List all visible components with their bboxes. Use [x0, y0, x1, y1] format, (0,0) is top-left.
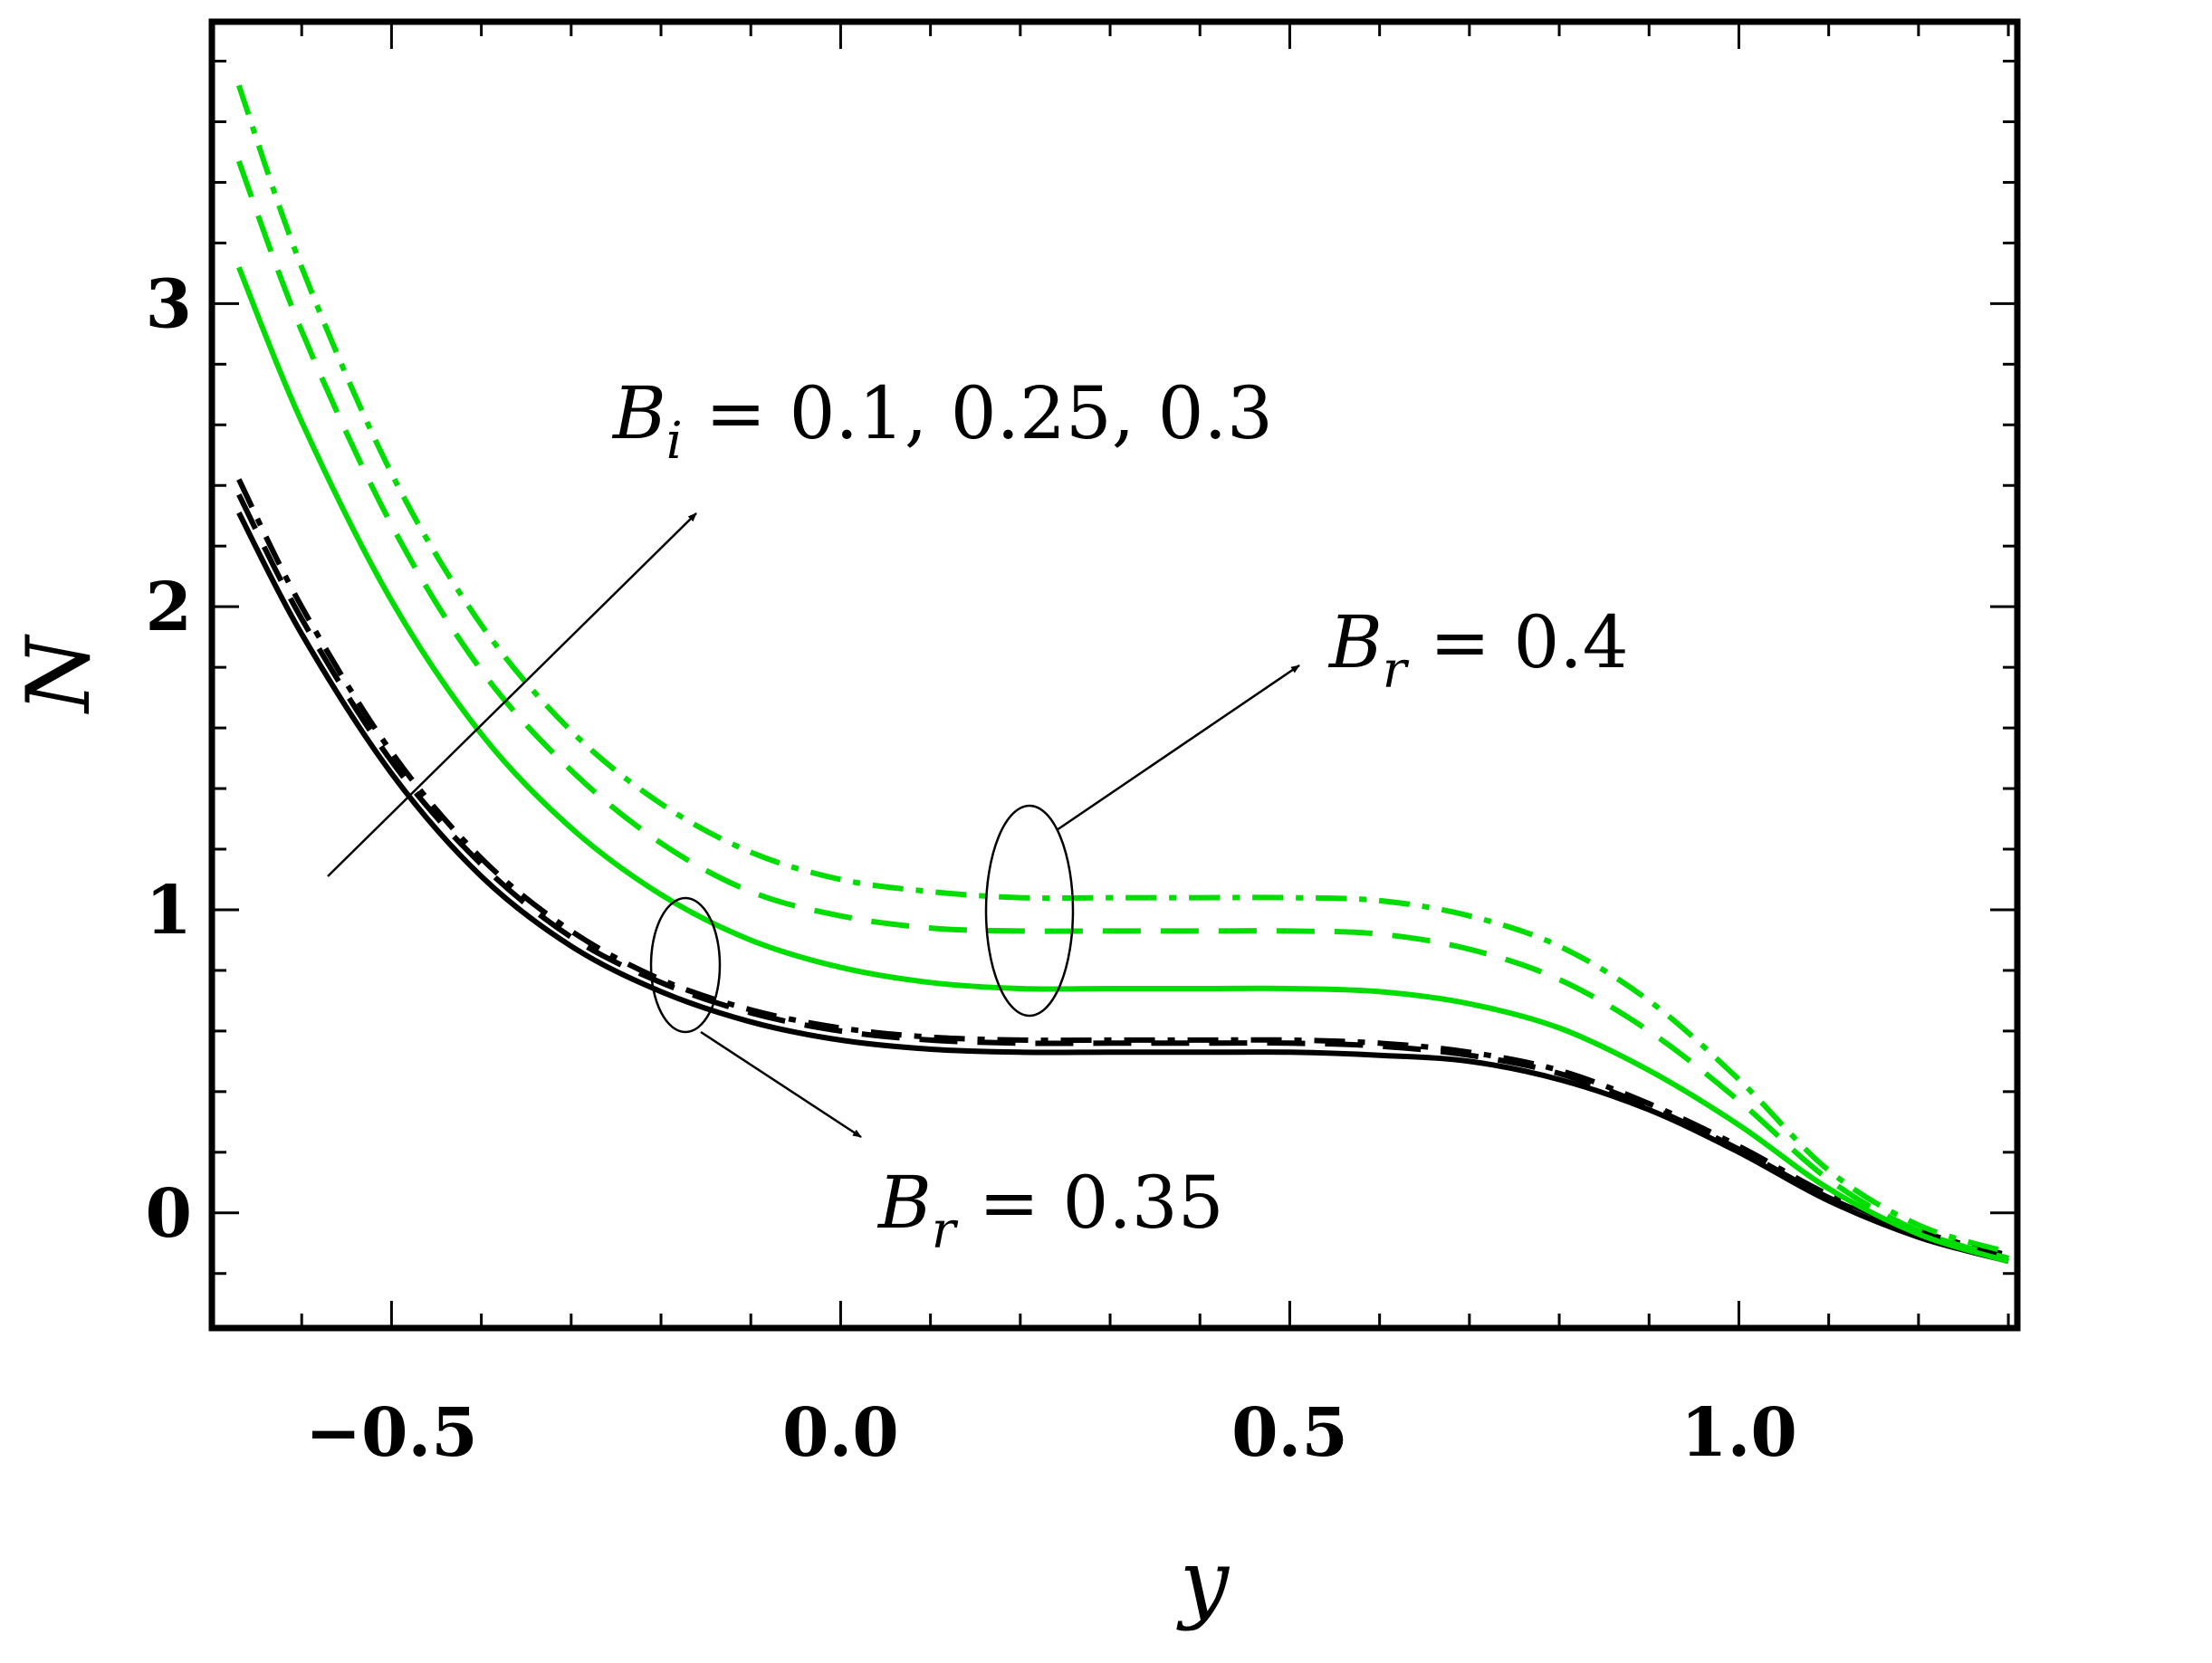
series-line-2: [236, 492, 2009, 1261]
y-tick-label: 1: [146, 872, 193, 950]
series-line-6: [235, 84, 2009, 1256]
br-upper-arrow: [1056, 664, 1300, 832]
bi-annotation: Bi = 0.1, 0.25, 0.3: [611, 371, 1273, 471]
br-upper-sub: r: [1383, 641, 1410, 700]
bi-annotation-sub: i: [666, 412, 683, 471]
br-lower-sub: r: [932, 1201, 959, 1260]
y-tick-label: 2: [146, 569, 193, 646]
x-tick-label: 0.0: [782, 1394, 899, 1472]
br-upper-annotation: Br = 0.4: [1327, 600, 1629, 700]
y-axis-label: N: [8, 634, 110, 714]
x-axis-label: y: [1176, 1531, 1230, 1632]
bi-annotation-symbol: B: [611, 371, 666, 455]
br-lower-annotation: Br = 0.35: [876, 1161, 1224, 1260]
bi-arrow: [327, 512, 697, 877]
bi-annotation-value: = 0.1, 0.25, 0.3: [683, 371, 1273, 455]
series-line-3: [236, 478, 2009, 1258]
br-upper-ellipse: [984, 804, 1075, 1018]
br-upper-symbol: B: [1327, 600, 1383, 684]
y-tick-label: 0: [146, 1175, 193, 1253]
y-tick-label: 3: [146, 265, 193, 343]
br-lower-value: = 0.35: [956, 1161, 1224, 1245]
plot-frame: [208, 18, 2021, 1332]
x-tick-label: 1.0: [1681, 1394, 1797, 1472]
series-layer: [235, 84, 2009, 1265]
series-line-1: [236, 511, 2009, 1265]
series-line-4: [236, 266, 2009, 1265]
br-lower-arrow: [700, 1030, 862, 1139]
br-lower-ellipse: [649, 896, 722, 1034]
x-tick-label: −0.5: [305, 1394, 478, 1472]
br-upper-value: = 0.4: [1407, 600, 1629, 684]
br-lower-symbol: B: [876, 1161, 932, 1245]
series-line-5: [235, 159, 2009, 1261]
x-tick-label: 0.5: [1231, 1394, 1348, 1472]
tick-labels: −0.5 0.0 0.5 1.0 0 1 2 3: [146, 265, 1797, 1472]
